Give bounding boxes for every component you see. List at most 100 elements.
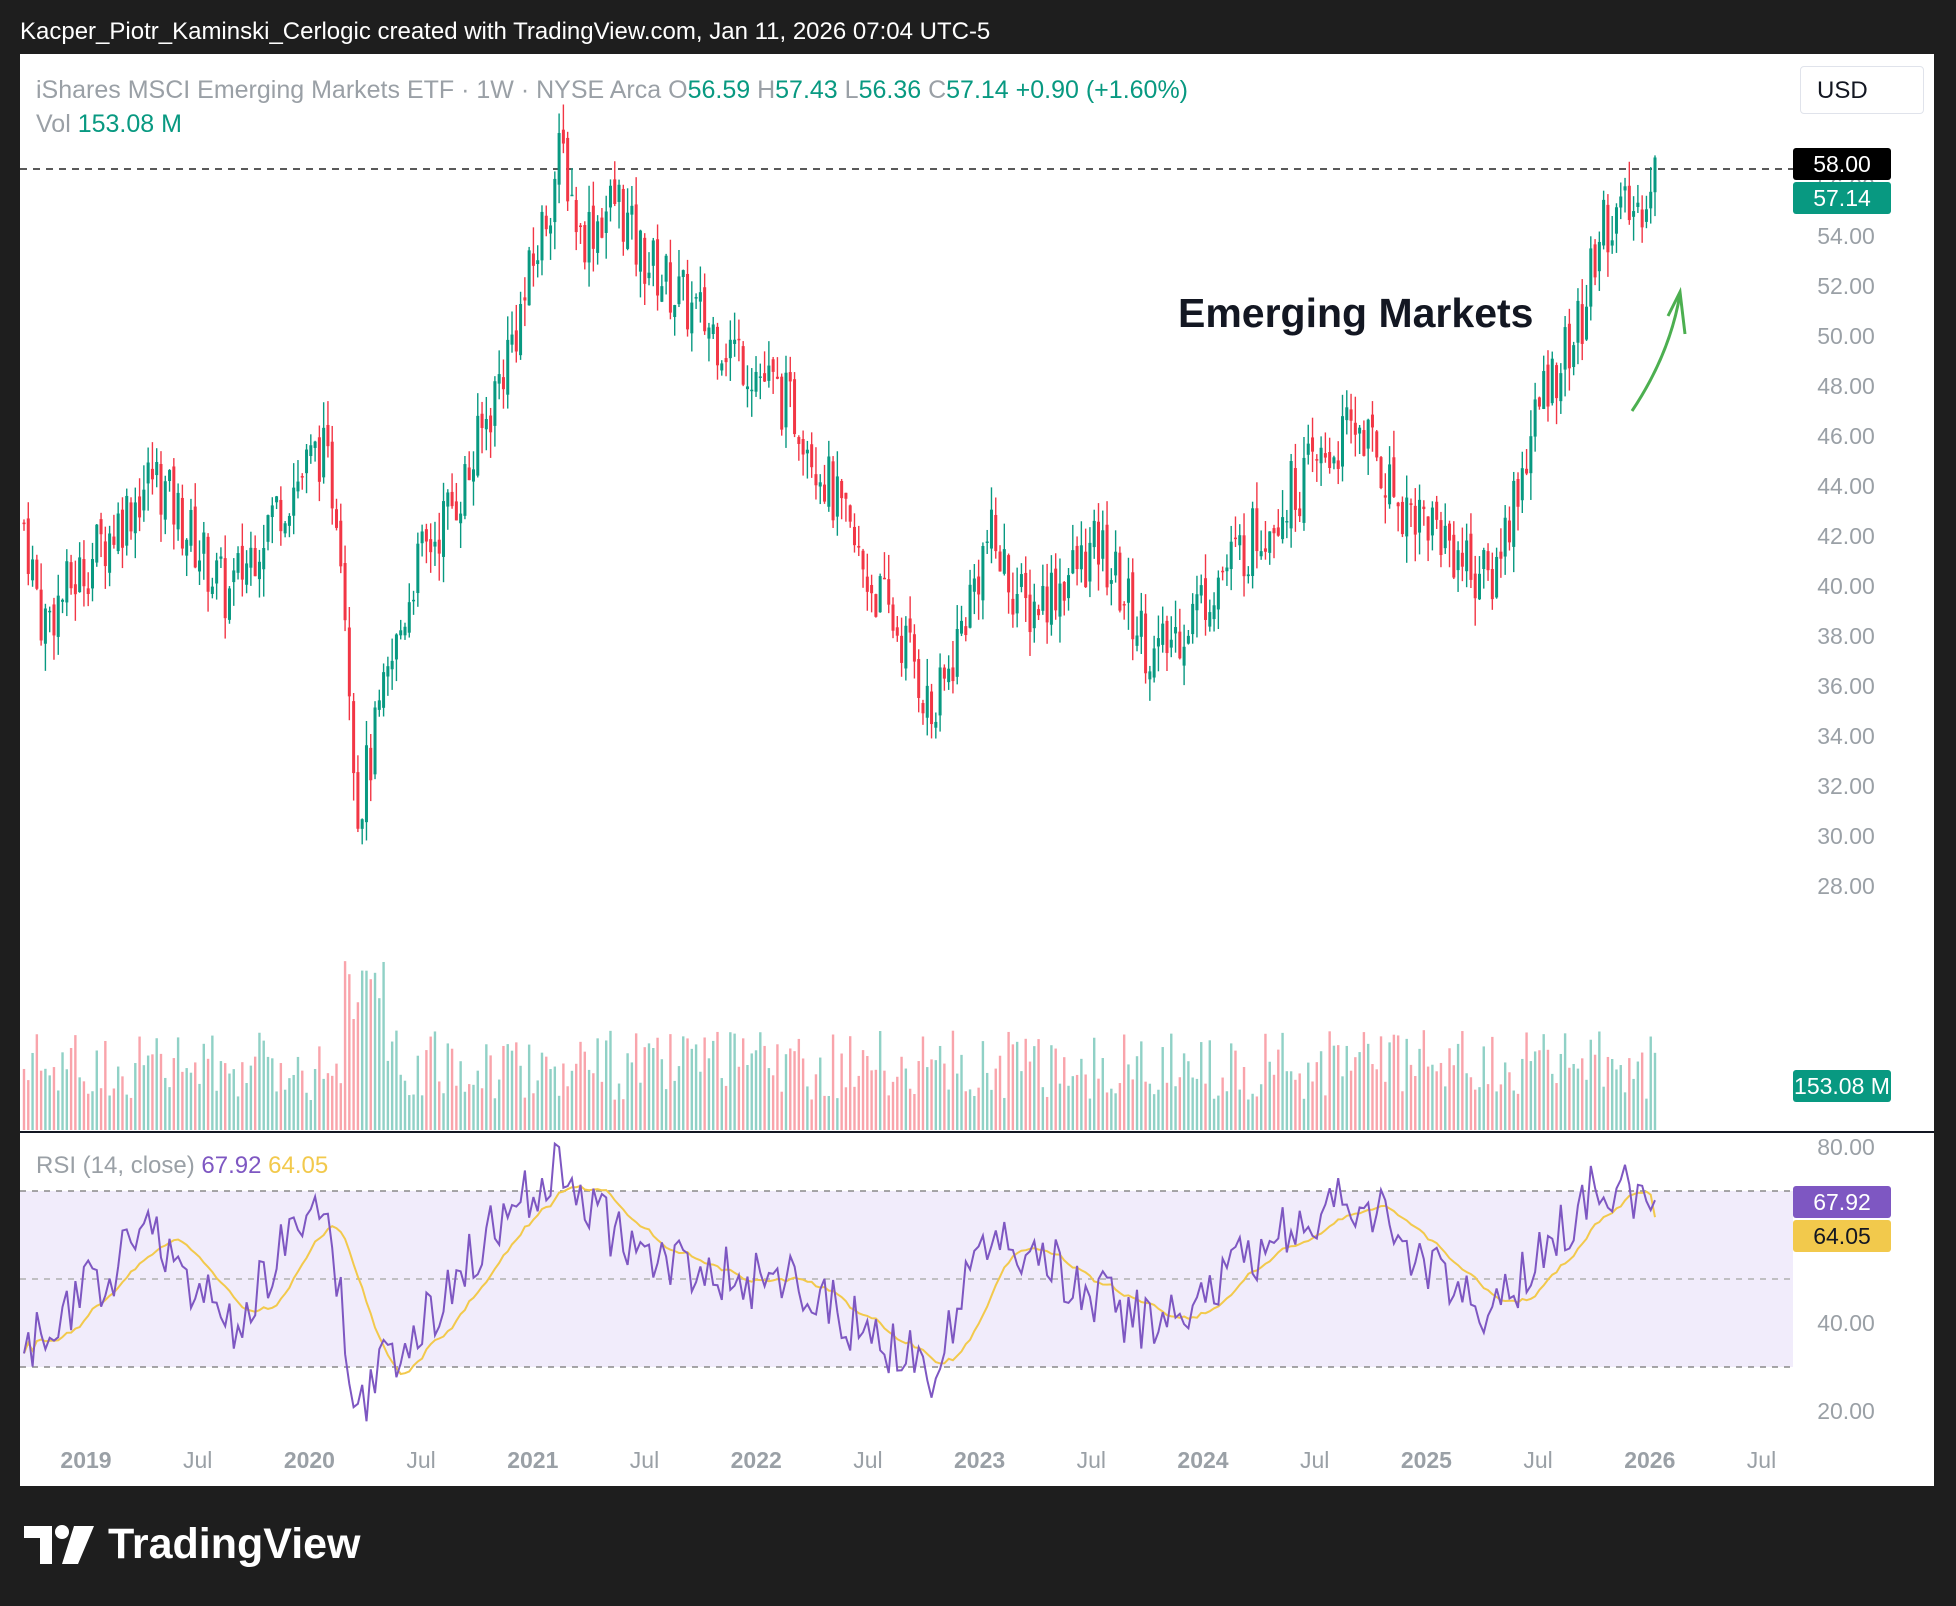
candle-body xyxy=(1525,468,1529,474)
volume-bar xyxy=(352,1019,355,1130)
candle-body xyxy=(1507,520,1511,543)
volume-bar xyxy=(891,1081,895,1130)
candle-body xyxy=(275,496,279,503)
volume-bar xyxy=(853,1086,856,1130)
candle-body xyxy=(95,524,99,563)
chart-container[interactable]: 56.0054.0052.0050.0048.0046.0044.0042.00… xyxy=(20,54,1934,1486)
volume-bar xyxy=(108,1095,111,1130)
candle-body xyxy=(1071,550,1075,574)
volume-bar xyxy=(724,1085,728,1130)
volume-bar xyxy=(780,1091,783,1130)
price-tick-label: 40.00 xyxy=(1817,573,1875,599)
volume-bar xyxy=(639,1082,642,1130)
volume-bar xyxy=(455,1085,458,1130)
candle-body xyxy=(26,518,30,574)
candle-body xyxy=(356,772,360,829)
volume-bar xyxy=(1337,1045,1340,1130)
volume-bar xyxy=(1636,1061,1640,1130)
legend-h-label: H xyxy=(757,76,776,104)
volume-bar xyxy=(699,1071,702,1130)
candle-body xyxy=(1353,422,1357,435)
volume-bar xyxy=(694,1044,698,1130)
price-tick-label: 50.00 xyxy=(1817,323,1875,349)
candle-body xyxy=(1002,549,1006,574)
candle-body xyxy=(673,305,677,318)
volume-bar xyxy=(412,1094,415,1130)
candle-body xyxy=(600,217,604,238)
volume-bars xyxy=(22,961,1657,1130)
rsi-ma-badge: 64.05 xyxy=(1813,1223,1871,1249)
volume-bar xyxy=(630,1062,634,1130)
volume-bar xyxy=(1200,1042,1203,1130)
time-tick-label: 2021 xyxy=(507,1447,558,1473)
volume-bar xyxy=(151,1054,154,1130)
volume-bar xyxy=(1529,1061,1533,1130)
candle-body xyxy=(1627,185,1631,221)
rsi-tick-label: 80.00 xyxy=(1817,1134,1875,1160)
volume-bar xyxy=(1255,1096,1259,1130)
price-tick-label: 46.00 xyxy=(1817,423,1875,449)
volume-bar xyxy=(390,1041,394,1130)
volume-bar xyxy=(1277,1049,1280,1130)
price-chart[interactable]: 56.0054.0052.0050.0048.0046.0044.0042.00… xyxy=(20,54,1934,1486)
candle-body xyxy=(317,437,321,482)
candle-body xyxy=(155,462,159,476)
volume-bar xyxy=(690,1048,694,1130)
candle-body xyxy=(745,386,749,390)
candle-body xyxy=(287,515,291,526)
volume-bar xyxy=(1409,1064,1413,1130)
candle-body xyxy=(544,215,548,230)
candle-body xyxy=(1049,572,1053,625)
volume-bar xyxy=(583,1051,586,1130)
candle-body xyxy=(1533,399,1537,437)
candle-body xyxy=(22,522,26,525)
volume-bar xyxy=(416,1055,420,1130)
volume-bar xyxy=(1187,1061,1190,1130)
candle-body xyxy=(1460,552,1464,567)
candle-body xyxy=(1293,468,1297,510)
volume-bar xyxy=(1285,1071,1289,1130)
volume-bar xyxy=(938,1045,942,1130)
volume-bar xyxy=(1195,1078,1199,1130)
volume-bar xyxy=(1482,1046,1485,1130)
candle-body xyxy=(784,372,788,428)
candle-body xyxy=(1336,460,1340,469)
volume-bar xyxy=(1499,1084,1503,1130)
legend-low: 56.36 xyxy=(858,76,922,104)
candle-body xyxy=(844,492,848,499)
volume-bar xyxy=(1259,1084,1263,1130)
volume-bar xyxy=(69,1047,73,1130)
candle-body xyxy=(1469,533,1473,580)
candle-body xyxy=(1435,501,1439,520)
price-tick-label: 34.00 xyxy=(1817,723,1875,749)
volume-bar xyxy=(309,1099,313,1130)
volume-bar xyxy=(1332,1045,1336,1130)
candle-body xyxy=(1255,508,1259,552)
legend-title: iShares MSCI Emerging Markets ETF · 1W ·… xyxy=(36,76,662,104)
volume-bar xyxy=(1315,1062,1319,1130)
volume-bar xyxy=(164,1077,167,1130)
tradingview-logo[interactable]: TradingView xyxy=(22,1520,361,1569)
candle-body xyxy=(686,273,690,330)
candle-body xyxy=(1452,534,1456,578)
candle-body xyxy=(1319,447,1323,464)
candle-body xyxy=(1285,521,1289,523)
candle-body xyxy=(459,513,463,524)
candle-body xyxy=(1075,545,1079,570)
currency-selector[interactable]: USD xyxy=(1800,66,1924,114)
volume-bar xyxy=(1358,1052,1361,1130)
candle-body xyxy=(1388,464,1392,505)
candle-body xyxy=(720,363,724,371)
candle-body xyxy=(78,557,82,593)
volume-bar xyxy=(634,1033,638,1130)
volume-bar xyxy=(964,1091,967,1130)
candle-body xyxy=(643,237,647,284)
candle-body xyxy=(793,379,797,435)
price-tick-label: 42.00 xyxy=(1817,523,1875,549)
volume-bar xyxy=(956,1073,959,1130)
volume-bar xyxy=(652,1048,655,1130)
candle-body xyxy=(917,659,921,698)
volume-bar xyxy=(194,1062,197,1130)
volume-bar xyxy=(1568,1067,1571,1130)
candle-body xyxy=(1161,623,1165,645)
